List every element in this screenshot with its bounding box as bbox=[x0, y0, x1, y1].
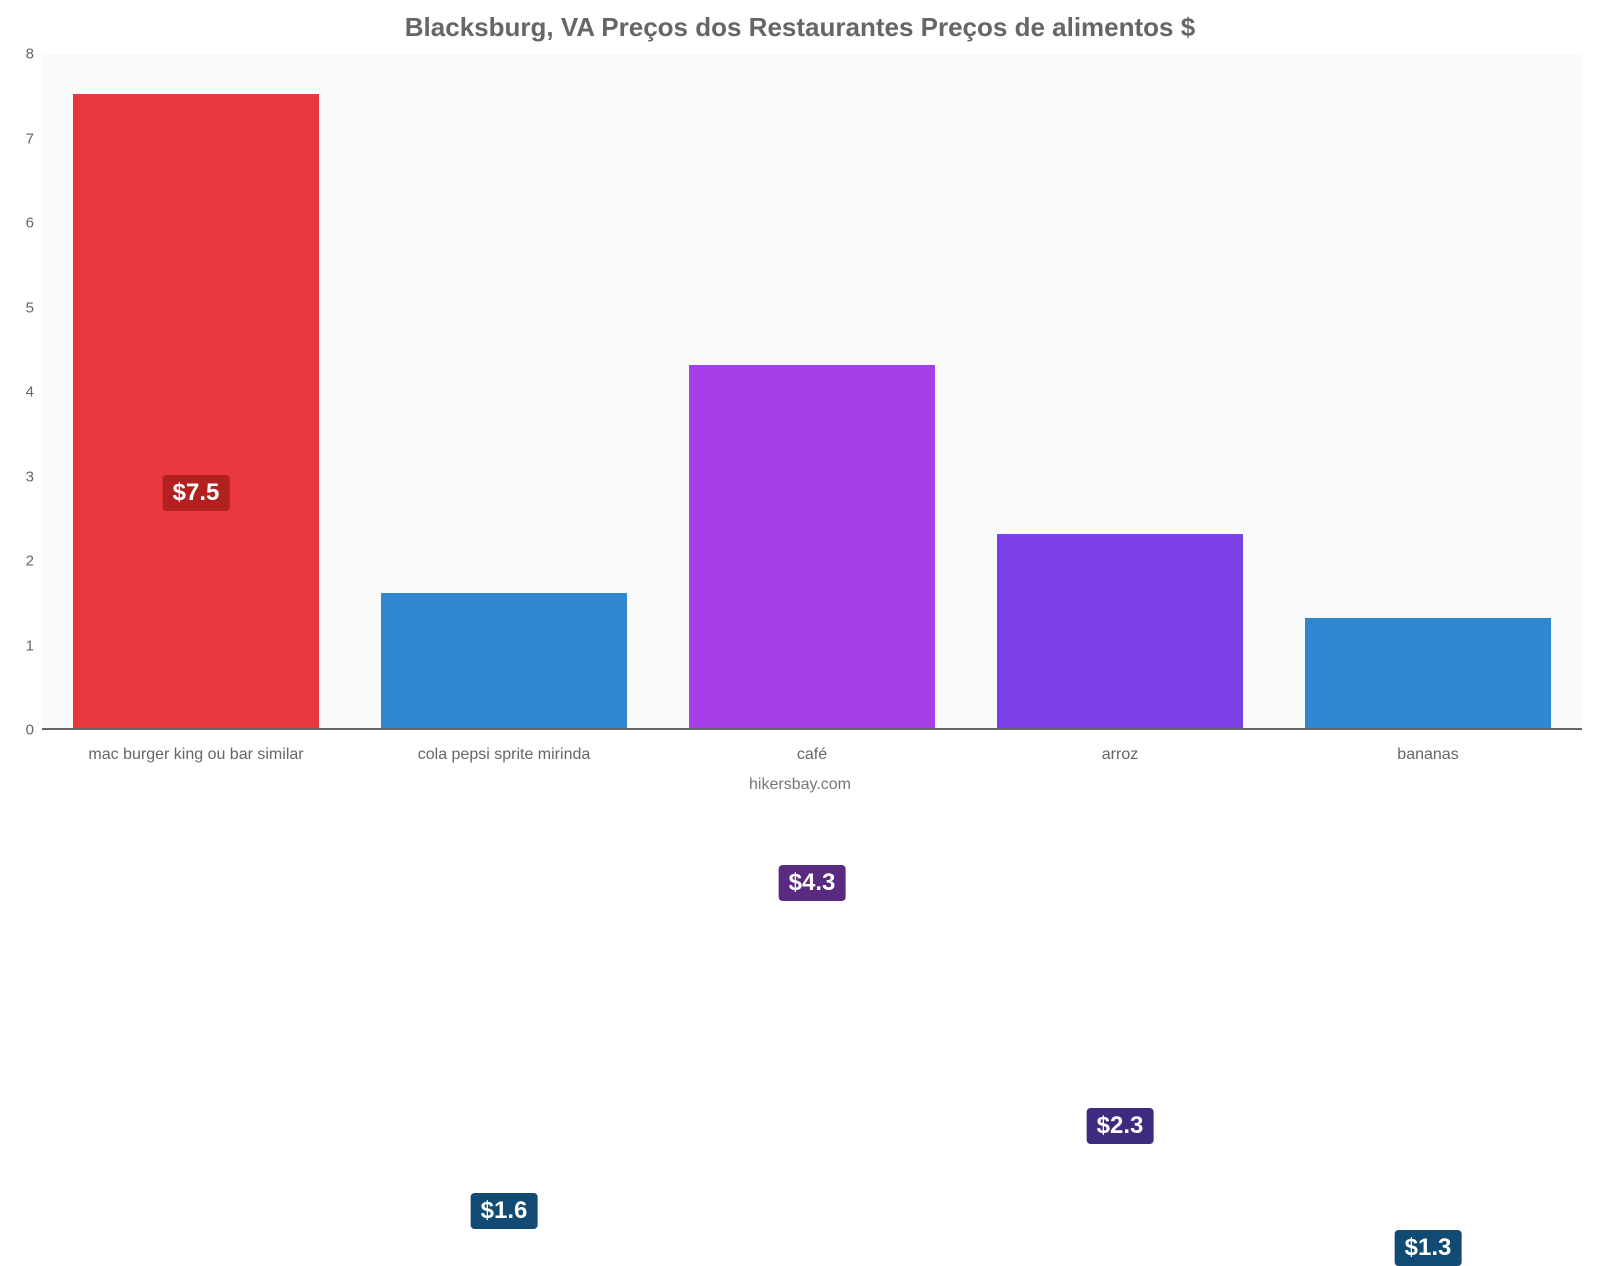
bar: $4.3 bbox=[689, 365, 935, 728]
x-tick-label: bananas bbox=[1397, 746, 1458, 764]
bar-value-label: $4.3 bbox=[779, 865, 846, 901]
bars-layer: $7.5 $1.6 $4.3 $2.3 $1.3 bbox=[42, 54, 1582, 728]
y-tick-label: 2 bbox=[4, 553, 34, 570]
bar-value-label: $2.3 bbox=[1087, 1108, 1154, 1144]
bar: $1.3 bbox=[1305, 618, 1551, 728]
x-tick-label: cola pepsi sprite mirinda bbox=[418, 746, 591, 764]
bar-value-label: $1.3 bbox=[1395, 1230, 1462, 1266]
bar: $1.6 bbox=[381, 593, 627, 728]
bar-value-label: $7.5 bbox=[163, 475, 230, 511]
x-tick-label: arroz bbox=[1102, 746, 1138, 764]
x-tick-label: café bbox=[797, 746, 827, 764]
plot-area: $7.5 $1.6 $4.3 $2.3 $1.3 bbox=[42, 54, 1582, 730]
y-tick-label: 0 bbox=[4, 722, 34, 739]
y-tick-label: 5 bbox=[4, 299, 34, 316]
chart-title: Blacksburg, VA Preços dos Restaurantes P… bbox=[0, 12, 1600, 43]
y-tick-label: 3 bbox=[4, 468, 34, 485]
bar: $7.5 bbox=[73, 94, 319, 728]
x-tick-label: mac burger king ou bar similar bbox=[88, 746, 303, 764]
y-tick-label: 6 bbox=[4, 215, 34, 232]
bar: $2.3 bbox=[997, 534, 1243, 728]
chart-footer: hikersbay.com bbox=[0, 776, 1600, 794]
y-tick-label: 4 bbox=[4, 384, 34, 401]
bar-value-label: $1.6 bbox=[471, 1193, 538, 1229]
y-tick-label: 8 bbox=[4, 46, 34, 63]
y-tick-label: 1 bbox=[4, 637, 34, 654]
chart-container: Blacksburg, VA Preços dos Restaurantes P… bbox=[0, 0, 1600, 800]
y-tick-label: 7 bbox=[4, 130, 34, 147]
